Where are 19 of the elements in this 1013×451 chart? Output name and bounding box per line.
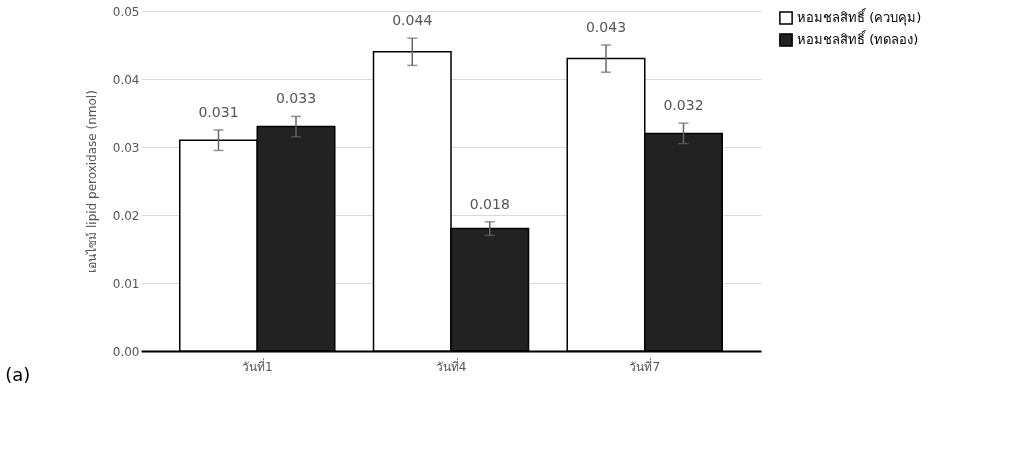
legend-label: หอมชลสิทธิ์ (ทดลอง): [797, 30, 919, 47]
data-label: 0.044: [392, 12, 433, 29]
data-label: 0.018: [469, 195, 510, 212]
y-tick-label: 0.01: [112, 276, 140, 291]
y-axis-title: เอนไซม์ lipid peroxidase (nmol): [84, 90, 99, 273]
y-tick-label: 0.05: [112, 4, 140, 19]
x-tick-label: วันที่1: [241, 357, 273, 374]
y-tick-label: 0.02: [112, 208, 140, 223]
text: (a): [5, 364, 31, 385]
data-label: 0.033: [275, 90, 317, 107]
y-tick-label: 0.03: [112, 140, 140, 155]
data-label: 0.032: [663, 97, 704, 114]
legend-label: หอมชลสิทธิ์ (ควบคุม): [797, 8, 922, 26]
y-tick-label: 0.00: [112, 344, 140, 359]
x-tick-label: วันที่4: [435, 357, 467, 374]
data-label: 0.043: [585, 19, 627, 35]
data-label: 0.031: [198, 104, 239, 120]
y-tick-label: 0.04: [112, 72, 140, 87]
x-tick-label: วันที่7: [629, 357, 661, 374]
